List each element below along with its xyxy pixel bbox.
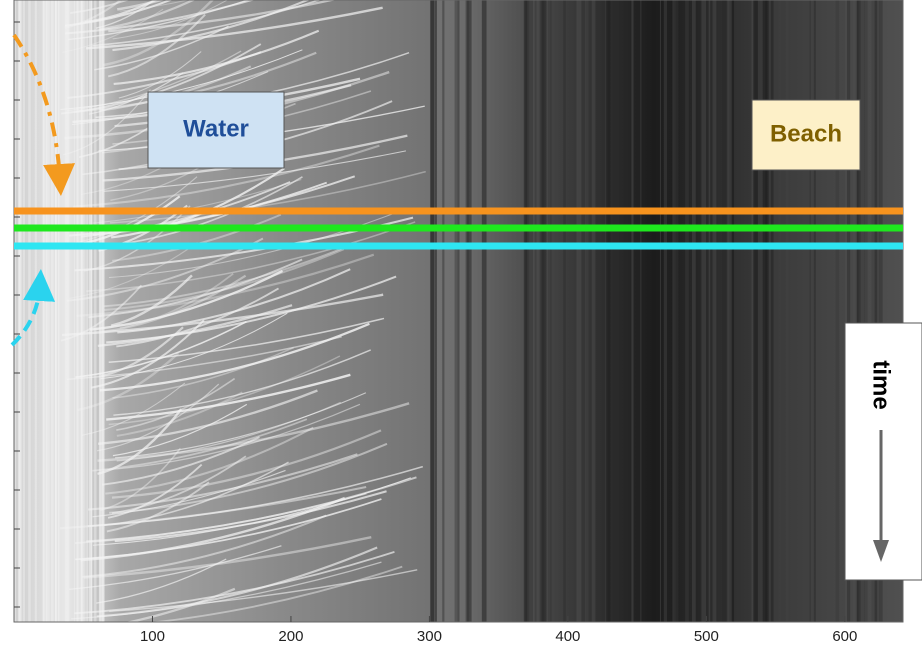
texture-stripe <box>81 0 84 622</box>
texture-stripe <box>74 0 75 622</box>
texture-stripe <box>696 0 700 622</box>
texture-stripe <box>94 0 96 622</box>
texture-stripe <box>771 0 774 622</box>
texture-stripe <box>86 0 88 622</box>
texture-stripe <box>722 0 726 622</box>
texture-stripe <box>435 0 437 622</box>
texture-stripe <box>814 0 816 622</box>
texture-stripe <box>442 0 444 622</box>
texture-stripe <box>640 0 642 622</box>
texture-stripe <box>59 0 60 622</box>
texture-stripe <box>465 0 469 622</box>
texture-stripe <box>45 0 47 622</box>
texture-stripe <box>753 0 758 622</box>
texture-stripe <box>99 0 102 622</box>
texture-stripe <box>455 0 459 622</box>
texture-stripe <box>631 0 633 622</box>
texture-stripe <box>592 0 596 622</box>
texture-stripe <box>712 0 716 622</box>
texture-stripe <box>525 0 529 622</box>
texture-stripe <box>727 0 731 622</box>
texture-stripe <box>91 0 92 622</box>
texture-stripe <box>541 0 545 622</box>
texture-stripe <box>669 0 672 622</box>
texture-stripe <box>836 0 840 622</box>
texture-stripe <box>660 0 661 622</box>
texture-stripe <box>431 0 434 622</box>
x-tick-label: 500 <box>694 628 719 645</box>
x-tick-label: 300 <box>417 628 442 645</box>
texture-stripe <box>692 0 696 622</box>
texture-stripe <box>535 0 537 622</box>
texture-stripe <box>547 0 551 622</box>
beach-label: Beach <box>770 120 842 147</box>
texture-stripe <box>84 0 86 622</box>
texture-stripe <box>577 0 582 622</box>
texture-stripe <box>28 0 30 622</box>
texture-stripe <box>664 0 667 622</box>
water-label: Water <box>183 115 249 142</box>
texture-stripe <box>675 0 678 622</box>
texture-stripe <box>67 0 69 622</box>
timestack-image <box>14 0 903 630</box>
texture-stripe <box>55 0 57 622</box>
texture-stripe <box>606 0 611 622</box>
texture-stripe <box>786 0 788 622</box>
texture-stripe <box>51 0 54 622</box>
texture-stripe <box>685 0 689 622</box>
texture-stripe <box>529 0 533 622</box>
texture-stripe <box>617 0 619 622</box>
texture-stripe <box>563 0 565 622</box>
texture-stripe <box>585 0 588 622</box>
texture-stripe <box>482 0 487 622</box>
x-tick-label: 400 <box>555 628 580 645</box>
texture-stripe <box>709 0 711 622</box>
x-tick-label: 100 <box>140 628 165 645</box>
x-tick-label: 600 <box>832 628 857 645</box>
texture-stripe <box>102 0 104 622</box>
texture-stripe <box>23 0 25 622</box>
texture-stripe <box>673 0 676 622</box>
x-tick-label: 200 <box>278 628 303 645</box>
texture-stripe <box>778 0 781 622</box>
texture-stripe <box>842 0 843 622</box>
time-label: time <box>868 360 895 409</box>
texture-stripe <box>77 0 80 622</box>
texture-stripe <box>48 0 50 622</box>
texture-stripe <box>809 0 810 622</box>
texture-stripe <box>766 0 769 622</box>
texture-stripe <box>701 0 706 622</box>
texture-stripe <box>65 0 67 622</box>
chart: Water Beach time 100 200 300 400 500 600 <box>0 0 922 654</box>
